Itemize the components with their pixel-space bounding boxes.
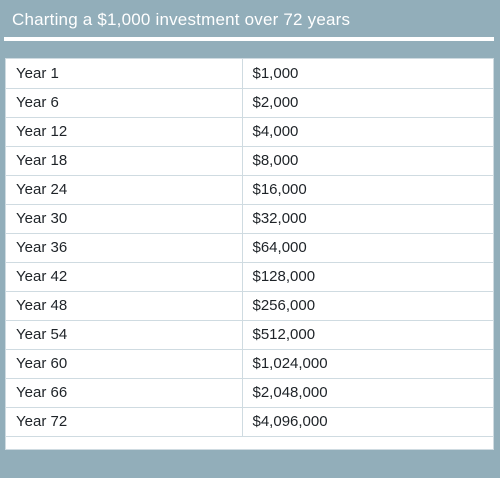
year-cell: Year 24 <box>6 174 242 205</box>
year-cell: Year 66 <box>6 377 242 408</box>
table-row: Year 30 $32,000 <box>6 203 493 234</box>
amount-cell: $16,000 <box>241 174 493 205</box>
amount-cell: $64,000 <box>241 232 493 263</box>
table-row: Year 6 $2,000 <box>6 87 493 118</box>
table-row: Year 72 $4,096,000 <box>6 406 493 437</box>
amount-cell: $2,048,000 <box>241 377 493 408</box>
table-row: Year 12 $4,000 <box>6 116 493 147</box>
year-cell: Year 12 <box>6 116 242 147</box>
amount-cell: $512,000 <box>241 319 493 350</box>
investment-table: Year 1 $1,000 Year 6 $2,000 Year 12 $4,0… <box>5 58 494 450</box>
amount-cell: $1,000 <box>241 59 493 89</box>
amount-cell: $32,000 <box>241 203 493 234</box>
table-row: Year 60 $1,024,000 <box>6 348 493 379</box>
table-row: Year 66 $2,048,000 <box>6 377 493 408</box>
amount-cell: $4,000 <box>241 116 493 147</box>
panel-title: Charting a $1,000 investment over 72 yea… <box>12 10 351 29</box>
table-body: Year 1 $1,000 Year 6 $2,000 Year 12 $4,0… <box>6 59 493 437</box>
amount-cell: $128,000 <box>241 261 493 292</box>
year-cell: Year 1 <box>6 59 242 89</box>
amount-cell: $4,096,000 <box>241 406 493 437</box>
year-cell: Year 42 <box>6 261 242 292</box>
year-cell: Year 30 <box>6 203 242 234</box>
investment-table-grid: Year 1 $1,000 Year 6 $2,000 Year 12 $4,0… <box>6 59 493 437</box>
amount-cell: $2,000 <box>241 87 493 118</box>
table-row: Year 36 $64,000 <box>6 232 493 263</box>
year-cell: Year 54 <box>6 319 242 350</box>
year-cell: Year 36 <box>6 232 242 263</box>
year-cell: Year 60 <box>6 348 242 379</box>
table-row: Year 24 $16,000 <box>6 174 493 205</box>
table-row: Year 48 $256,000 <box>6 290 493 321</box>
amount-cell: $8,000 <box>241 145 493 176</box>
table-row: Year 1 $1,000 <box>6 59 493 89</box>
title-divider <box>4 37 494 41</box>
table-row: Year 18 $8,000 <box>6 145 493 176</box>
table-row: Year 42 $128,000 <box>6 261 493 292</box>
amount-cell: $1,024,000 <box>241 348 493 379</box>
year-cell: Year 18 <box>6 145 242 176</box>
table-row: Year 54 $512,000 <box>6 319 493 350</box>
year-cell: Year 72 <box>6 406 242 437</box>
year-cell: Year 6 <box>6 87 242 118</box>
year-cell: Year 48 <box>6 290 242 321</box>
amount-cell: $256,000 <box>241 290 493 321</box>
